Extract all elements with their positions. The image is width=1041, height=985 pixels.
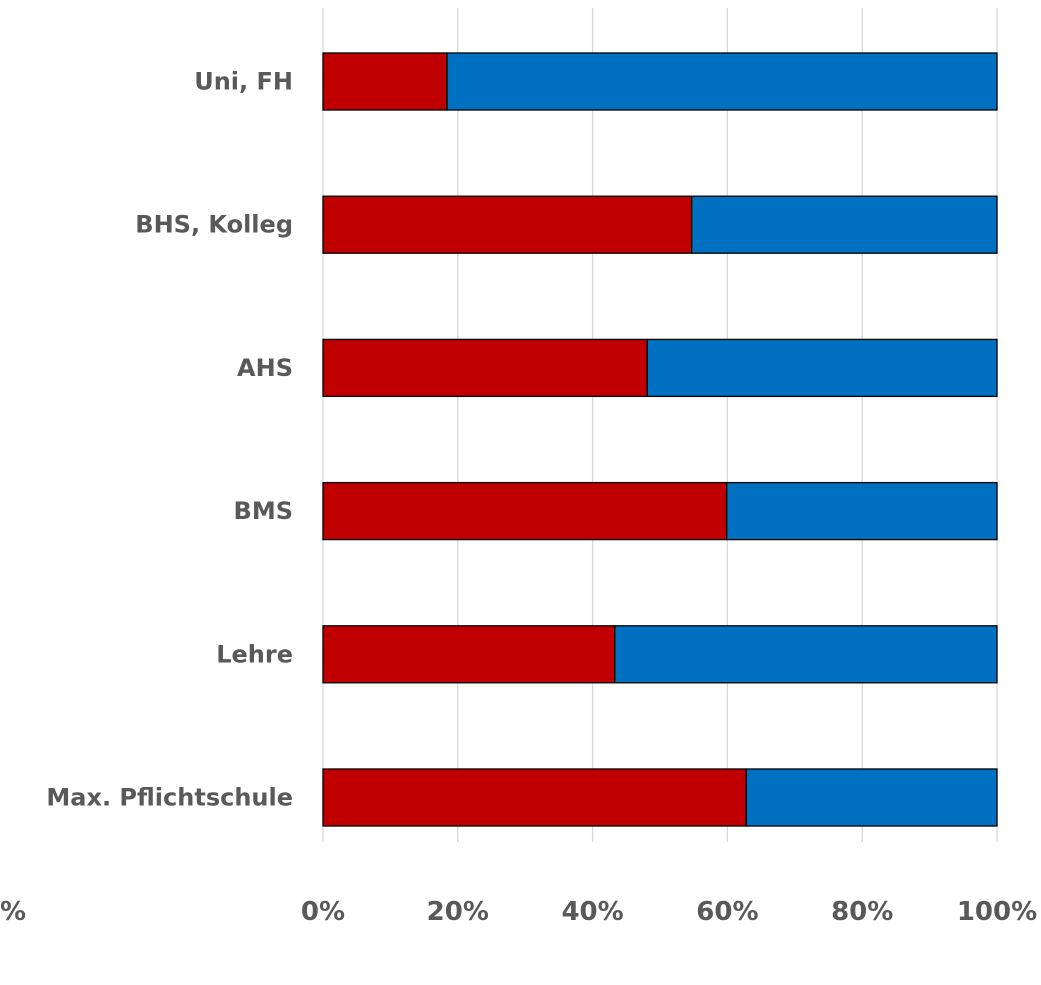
bar-segment [322,625,616,684]
x-tick-label: 20% [427,897,489,927]
bar-segment [691,195,998,254]
bar-segment [726,481,998,541]
bar-segment [614,625,998,684]
bars [322,52,998,827]
x-tick-labels: 0% 20% 40% 60% 80% 100%% [0,897,1037,927]
x-tick-label: 100% [957,897,1037,927]
category-label: BMS [234,497,293,525]
category-label: Max. Pflichtschule [46,784,293,812]
bar-segment [322,195,693,254]
bar-segment [322,52,448,111]
x-tick-label: 60% [696,897,758,927]
category-label: Lehre [216,640,293,668]
bar-segment [446,52,998,111]
bar-segment [322,768,747,827]
bar-segment [322,481,728,541]
bar-segment [745,768,998,827]
category-label: Uni, FH [194,68,293,96]
bar-segment [322,338,648,398]
x-tick-label: 40% [561,897,623,927]
x-tick-label: 80% [831,897,893,927]
category-label: AHS [237,354,293,382]
category-label: BHS, Kolleg [135,211,293,239]
category-labels: Uni, FH BHS, Kolleg AHS BMS Lehre Max. Pflich… [46,68,293,812]
gridlines [322,8,998,842]
bar-segment [646,338,998,398]
x-tick-label: 0% [301,897,345,927]
x-tick-label-clipped: % [0,897,26,927]
